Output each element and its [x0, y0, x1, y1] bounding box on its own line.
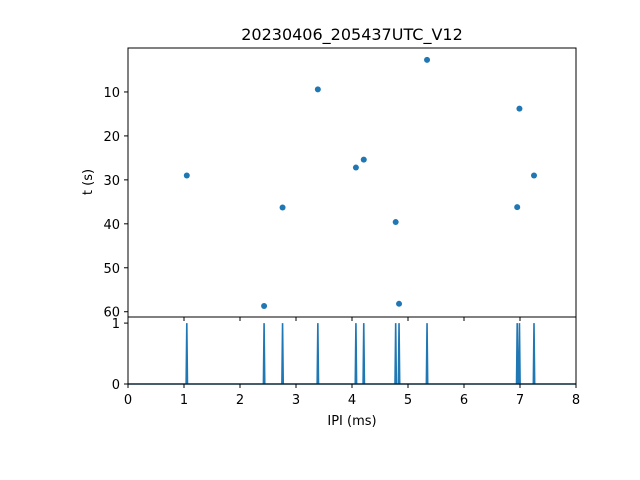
scatter-point — [352, 164, 359, 171]
x-tick-label: 0 — [124, 393, 132, 408]
x-tick-label: 7 — [516, 393, 524, 408]
y-tick-label: 50 — [103, 262, 120, 277]
y-axis-ticks: 10 20 30 40 50 60 — [103, 86, 577, 321]
spike-y-tick-label: 0 — [112, 378, 120, 393]
x-axis-label: IPI (ms) — [327, 414, 376, 429]
y-tick-label: 60 — [103, 306, 120, 321]
spike-axis-ticks: 0 1 2 3 4 5 6 7 8 0 1 — [112, 317, 580, 408]
x-tick-label: 5 — [404, 393, 412, 408]
scatter-point — [514, 204, 521, 211]
scatter-point — [314, 86, 321, 93]
scatter-point — [516, 105, 523, 112]
x-tick-label: 4 — [348, 393, 356, 408]
scatter-points — [183, 56, 537, 310]
chart-title: 20230406_205437UTC_V12 — [241, 25, 463, 45]
x-tick-label: 3 — [292, 393, 300, 408]
scatter-point — [183, 172, 190, 179]
x-tick-label: 8 — [572, 393, 580, 408]
y-tick-label: 40 — [103, 218, 120, 233]
scatter-point — [424, 56, 431, 63]
x-tick-label: 1 — [180, 393, 188, 408]
spike-panel: 0 1 2 3 4 5 6 7 8 0 1 IPI (ms) — [112, 316, 580, 429]
scatter-point — [392, 219, 399, 226]
scatter-point — [360, 156, 367, 163]
y-tick-label: 10 — [103, 86, 120, 101]
x-tick-label: 6 — [460, 393, 468, 408]
scatter-point — [396, 300, 403, 307]
y-tick-label: 30 — [103, 174, 120, 189]
scatter-panel: 10 20 30 40 50 60 t (s) — [81, 47, 577, 321]
y-tick-label: 20 — [103, 130, 120, 145]
scatter-point — [279, 204, 286, 211]
spike-y-tick-label: 1 — [112, 317, 120, 332]
y-axis-label: t (s) — [81, 169, 96, 195]
spike-axes-frame — [127, 316, 577, 385]
scatter-point — [261, 303, 268, 310]
scatter-point — [531, 172, 537, 179]
x-tick-label: 2 — [236, 393, 244, 408]
